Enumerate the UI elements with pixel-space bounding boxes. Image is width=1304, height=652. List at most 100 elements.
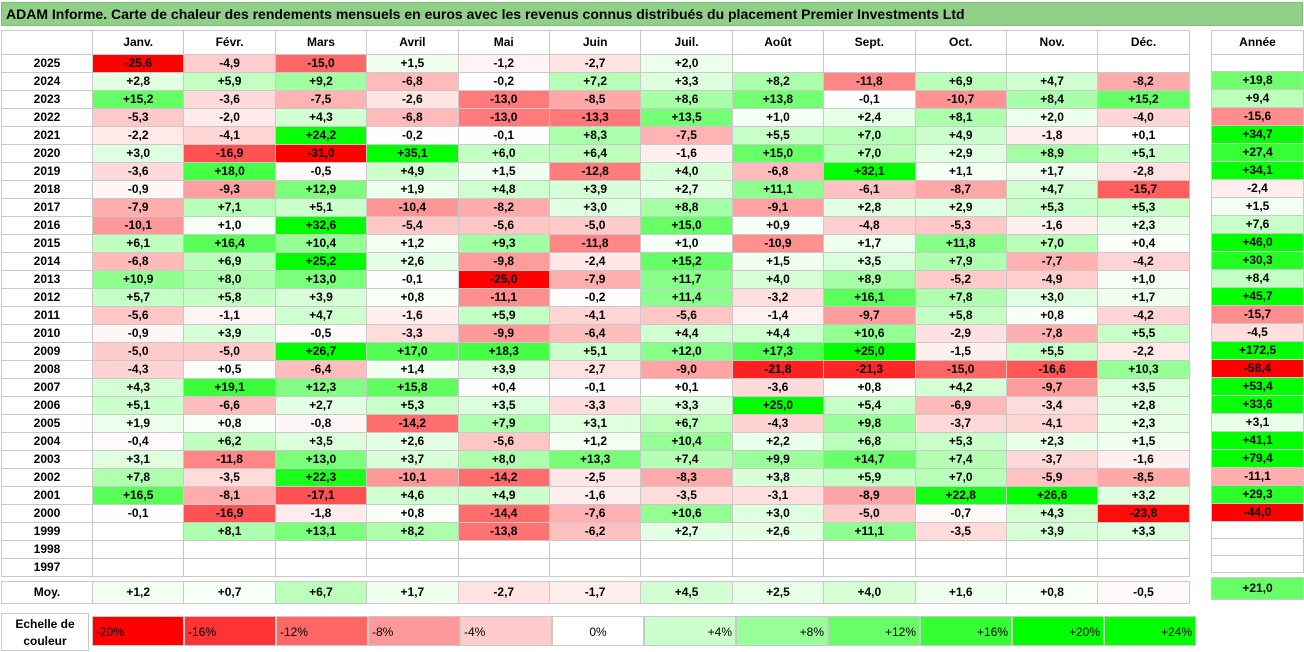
heatmap-cell: +8,0 bbox=[457, 450, 550, 469]
year-label: 2017 bbox=[1, 198, 93, 217]
heatmap-row: 2018 -0,9 -9,3 +12,9 +1,9 +4,8 +3,9 +2,7 +11,1 -6… bbox=[1, 180, 1190, 199]
heatmap-cell: +4,3 bbox=[1005, 504, 1099, 523]
heatmap-cell: +2,3 bbox=[1097, 216, 1190, 235]
heatmap-cell: -3,4 bbox=[1005, 396, 1099, 415]
heatmap-cell: -8,9 bbox=[823, 486, 916, 505]
heatmap-cell bbox=[548, 558, 642, 577]
heatmap-cell: +17,0 bbox=[366, 342, 459, 361]
heatmap-cell: +3,5 bbox=[1097, 378, 1190, 397]
annual-cell: -2,4 bbox=[1211, 179, 1304, 198]
heatmap-cell bbox=[183, 558, 276, 577]
year-label: 2014 bbox=[1, 252, 93, 271]
heatmap-cell: -14,4 bbox=[457, 504, 550, 523]
heatmap-cell: +2,3 bbox=[1005, 432, 1099, 451]
heatmap-cell: -1,5 bbox=[914, 342, 1007, 361]
heatmap-cell: +7,0 bbox=[823, 144, 916, 163]
heatmap-cell: +5,8 bbox=[914, 306, 1007, 325]
heatmap-cell: -0,2 bbox=[548, 288, 642, 307]
heatmap-cell: +25,0 bbox=[731, 396, 825, 415]
heatmap-cell: +5,5 bbox=[731, 126, 825, 145]
heatmap-cell: -4,8 bbox=[823, 216, 916, 235]
color-scale-step: -20% bbox=[92, 616, 184, 646]
annual-cell: -15,7 bbox=[1211, 305, 1304, 324]
heatmap-cell: -8,7 bbox=[914, 180, 1007, 199]
heatmap-cell: -2,9 bbox=[914, 324, 1007, 343]
average-row: Moy. +1,2 +0,7 +6,7 +1,7 -2,7 -1,7 +4,5 +2,5 +4,0… bbox=[1, 581, 1190, 604]
heatmap-cell: +18,0 bbox=[183, 162, 276, 181]
heatmap-row: 2002 +7,8 -3,5 +22,3 -10,1 -14,2 -2,5 -8,3 +3,8 +… bbox=[1, 468, 1190, 487]
heatmap-cell: +1,1 bbox=[914, 162, 1007, 181]
year-label: 2001 bbox=[1, 486, 93, 505]
heatmap-cell: +1,0 bbox=[1097, 270, 1190, 289]
annual-cell: +79,4 bbox=[1211, 449, 1304, 468]
heatmap-row: 2008 -4,3 +0,5 -6,4 +1,4 +3,9 -2,7 -9,0 -21,8 -21… bbox=[1, 360, 1190, 379]
month-header: Oct. bbox=[914, 30, 1007, 55]
heatmap-cell: +1,5 bbox=[457, 162, 550, 181]
heatmap-row: 2011 -5,6 -1,1 +4,7 -1,6 +5,9 -4,1 -5,6 -1,4 -9,7… bbox=[1, 306, 1190, 325]
heatmap-cell: +7,4 bbox=[640, 450, 733, 469]
annual-cell: +29,3 bbox=[1211, 485, 1304, 504]
heatmap-cell bbox=[914, 54, 1007, 73]
heatmap-cell: +7,4 bbox=[914, 450, 1007, 469]
heatmap-cell: -31,0 bbox=[274, 144, 368, 163]
heatmap-cell: +7,2 bbox=[548, 72, 642, 91]
heatmap-cell: +6,9 bbox=[183, 252, 276, 271]
heatmap-cell: +4,8 bbox=[457, 180, 550, 199]
heatmap-cell: +1,5 bbox=[1097, 432, 1190, 451]
heatmap-cell: -21,3 bbox=[823, 360, 916, 379]
heatmap-cell: +7,0 bbox=[1005, 234, 1099, 253]
heatmap-cell: +35,1 bbox=[366, 144, 459, 163]
heatmap-cell: -7,7 bbox=[1005, 252, 1099, 271]
heatmap-cell: +14,7 bbox=[823, 450, 916, 469]
color-scale-step: +24% bbox=[1104, 616, 1196, 646]
heatmap-cell: +2,0 bbox=[1005, 108, 1099, 127]
average-cell: -1,7 bbox=[548, 581, 642, 604]
heatmap-cell: -5,3 bbox=[914, 216, 1007, 235]
heatmap-cell bbox=[914, 558, 1007, 577]
heatmap-row: 2020 +3,0 -16,9 -31,0 +35,1 +6,0 +6,4 -1,6 +15,0… bbox=[1, 144, 1190, 163]
heatmap-cell: -6,8 bbox=[91, 252, 185, 271]
annual-cell: -15,6 bbox=[1211, 107, 1304, 126]
heatmap-cell: -1,6 bbox=[640, 144, 733, 163]
heatmap-cell: -2,2 bbox=[1097, 342, 1190, 361]
heatmap-cell: -3,3 bbox=[366, 324, 459, 343]
heatmap-cell bbox=[640, 540, 733, 559]
heatmap-cell: +15,2 bbox=[91, 90, 185, 109]
year-label: 2006 bbox=[1, 396, 93, 415]
month-header-row: Janv. Févr. Mars Avril Mai Juin Juil. Août Sept.… bbox=[1, 30, 1190, 55]
heatmap-cell: +2,8 bbox=[91, 72, 185, 91]
heatmap-cell: +8,1 bbox=[183, 522, 276, 541]
heatmap-cell: -1,2 bbox=[457, 54, 550, 73]
average-cell: +0,7 bbox=[183, 581, 276, 604]
heatmap-cell: -7,6 bbox=[548, 504, 642, 523]
heatmap-cell: -5,3 bbox=[91, 108, 185, 127]
year-label: 2019 bbox=[1, 162, 93, 181]
heatmap-cell: -4,1 bbox=[183, 126, 276, 145]
heatmap-cell: +4,2 bbox=[914, 378, 1007, 397]
heatmap-cell: +13,0 bbox=[274, 270, 368, 289]
heatmap-cell: -25,6 bbox=[91, 54, 185, 73]
heatmap-cell: -0,7 bbox=[914, 504, 1007, 523]
heatmap-cell: +5,3 bbox=[914, 432, 1007, 451]
heatmap-cell: +8,1 bbox=[914, 108, 1007, 127]
heatmap-cell bbox=[91, 540, 185, 559]
heatmap-cell: +1,2 bbox=[366, 234, 459, 253]
heatmap-cell: +4,9 bbox=[366, 162, 459, 181]
heatmap-cell: -7,9 bbox=[548, 270, 642, 289]
heatmap-cell: +3,5 bbox=[274, 432, 368, 451]
color-scale-step: 0% bbox=[552, 616, 644, 646]
heatmap-row: 2004 -0,4 +6,2 +3,5 +2,6 -5,6 +1,2 +10,4 +2,2 +6,… bbox=[1, 432, 1190, 451]
heatmap-cell: -0,2 bbox=[457, 72, 550, 91]
heatmap-cell: -5,0 bbox=[91, 342, 185, 361]
heatmap-cell: -13,8 bbox=[457, 522, 550, 541]
heatmap-cell: +5,5 bbox=[1097, 324, 1190, 343]
heatmap-cell: +0,8 bbox=[1005, 306, 1099, 325]
heatmap-cell: -11,8 bbox=[183, 450, 276, 469]
heatmap-cell: -3,7 bbox=[914, 414, 1007, 433]
heatmap-row: 2012 +5,7 +5,8 +3,9 +0,8 -11,1 -0,2 +11,4 -3,2 +1… bbox=[1, 288, 1190, 307]
heatmap-cell: +2,6 bbox=[366, 432, 459, 451]
heatmap-cell: +2,3 bbox=[1097, 414, 1190, 433]
heatmap-cell: +4,9 bbox=[457, 486, 550, 505]
heatmap-cell: -1,6 bbox=[1097, 450, 1190, 469]
month-header: Mars bbox=[274, 30, 368, 55]
